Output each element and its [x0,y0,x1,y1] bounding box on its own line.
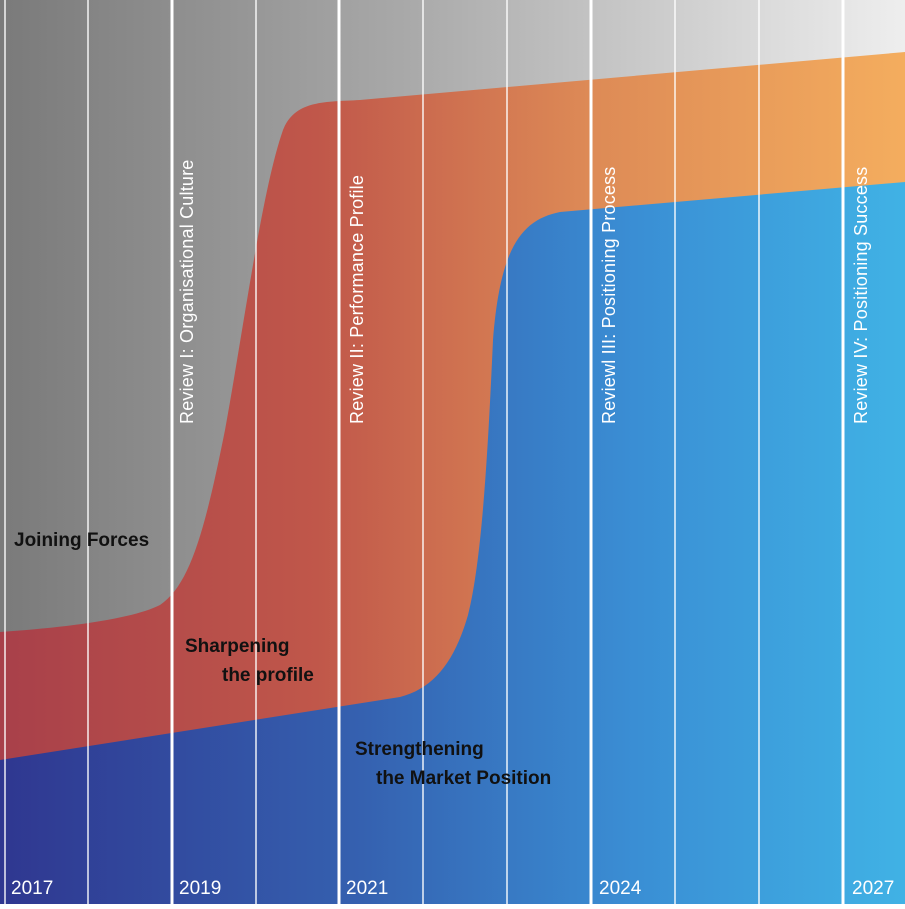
strengthening-band [0,182,905,904]
phase-sharpening-line2: the profile [222,665,314,686]
year-label-2021: 2021 [346,878,388,899]
year-label-2024: 2024 [599,878,642,899]
year-boundary-lines [170,0,845,904]
year-label-2027: 2027 [852,878,894,899]
review-label-2: Review II: Performance Profile [347,175,367,424]
phase-strengthening-line1: Strengthening [355,739,484,760]
phase-sharpening-line1: Sharpening [185,636,290,657]
year-label-2017: 2017 [11,878,53,899]
review-label-3: Reviewl III: Positioning Process [599,166,619,424]
phase-joining-forces: Joining Forces [14,530,149,551]
year-label-2019: 2019 [179,878,221,899]
review-label-4: Review IV: Positioning Success [851,167,871,424]
review-label-1: Review I: Organisational Culture [177,159,197,424]
phase-strengthening-line2: the Market Position [376,768,551,789]
